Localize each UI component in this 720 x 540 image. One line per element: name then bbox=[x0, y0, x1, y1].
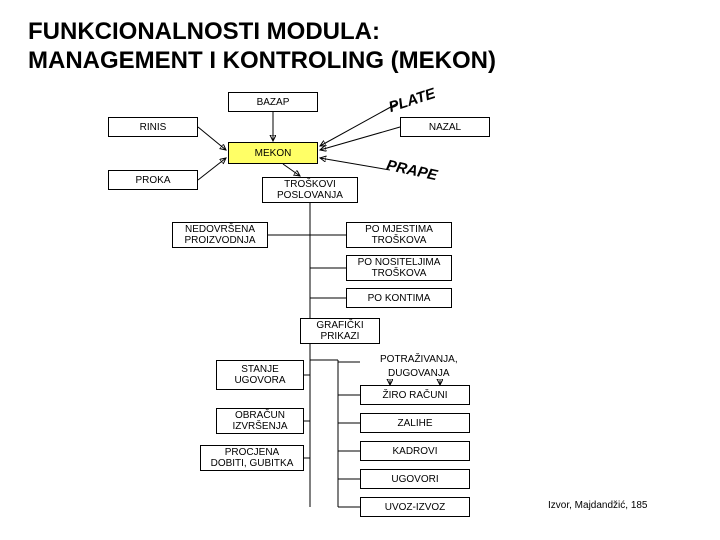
arrow-label-prape: PRAPE bbox=[385, 157, 439, 184]
node-mekon: MEKON bbox=[228, 142, 318, 164]
page-title: FUNKCIONALNOSTI MODULA: MANAGEMENT I KON… bbox=[28, 18, 496, 76]
node-kadr: KADROVI bbox=[360, 441, 470, 461]
node-proka: PROKA bbox=[108, 170, 198, 190]
node-nazal: NAZAL bbox=[400, 117, 490, 137]
node-ugov: UGOVORI bbox=[360, 469, 470, 489]
node-pomj: PO MJESTIMATROŠKOVA bbox=[346, 222, 452, 248]
label-dug: DUGOVANJA bbox=[388, 368, 450, 379]
node-stanje: STANJEUGOVORA bbox=[216, 360, 304, 390]
node-trosk: TROŠKOVIPOSLOVANJA bbox=[262, 177, 358, 203]
node-nedov: NEDOVRŠENAPROIZVODNJA bbox=[172, 222, 268, 248]
node-obrac: OBRAČUNIZVRŠENJA bbox=[216, 408, 304, 434]
source-citation: Izvor, Majdandžić, 185 bbox=[548, 500, 648, 511]
node-bazap: BAZAP bbox=[228, 92, 318, 112]
node-pokont: PO KONTIMA bbox=[346, 288, 452, 308]
node-graf: GRAFIČKIPRIKAZI bbox=[300, 318, 380, 344]
node-zalihe: ZALIHE bbox=[360, 413, 470, 433]
node-procj: PROCJENADOBITI, GUBITKA bbox=[200, 445, 304, 471]
title-line2: MANAGEMENT I KONTROLING (MEKON) bbox=[28, 47, 496, 74]
label-potr: POTRAŽIVANJA, bbox=[380, 354, 458, 365]
node-rinis: RINIS bbox=[108, 117, 198, 137]
node-uvoz: UVOZ-IZVOZ bbox=[360, 497, 470, 517]
arrow-label-plate: PLATE bbox=[387, 85, 438, 116]
node-ziro: ŽIRO RAČUNI bbox=[360, 385, 470, 405]
title-line1: FUNKCIONALNOSTI MODULA: bbox=[28, 18, 380, 45]
node-ponos: PO NOSITELJIMATROŠKOVA bbox=[346, 255, 452, 281]
